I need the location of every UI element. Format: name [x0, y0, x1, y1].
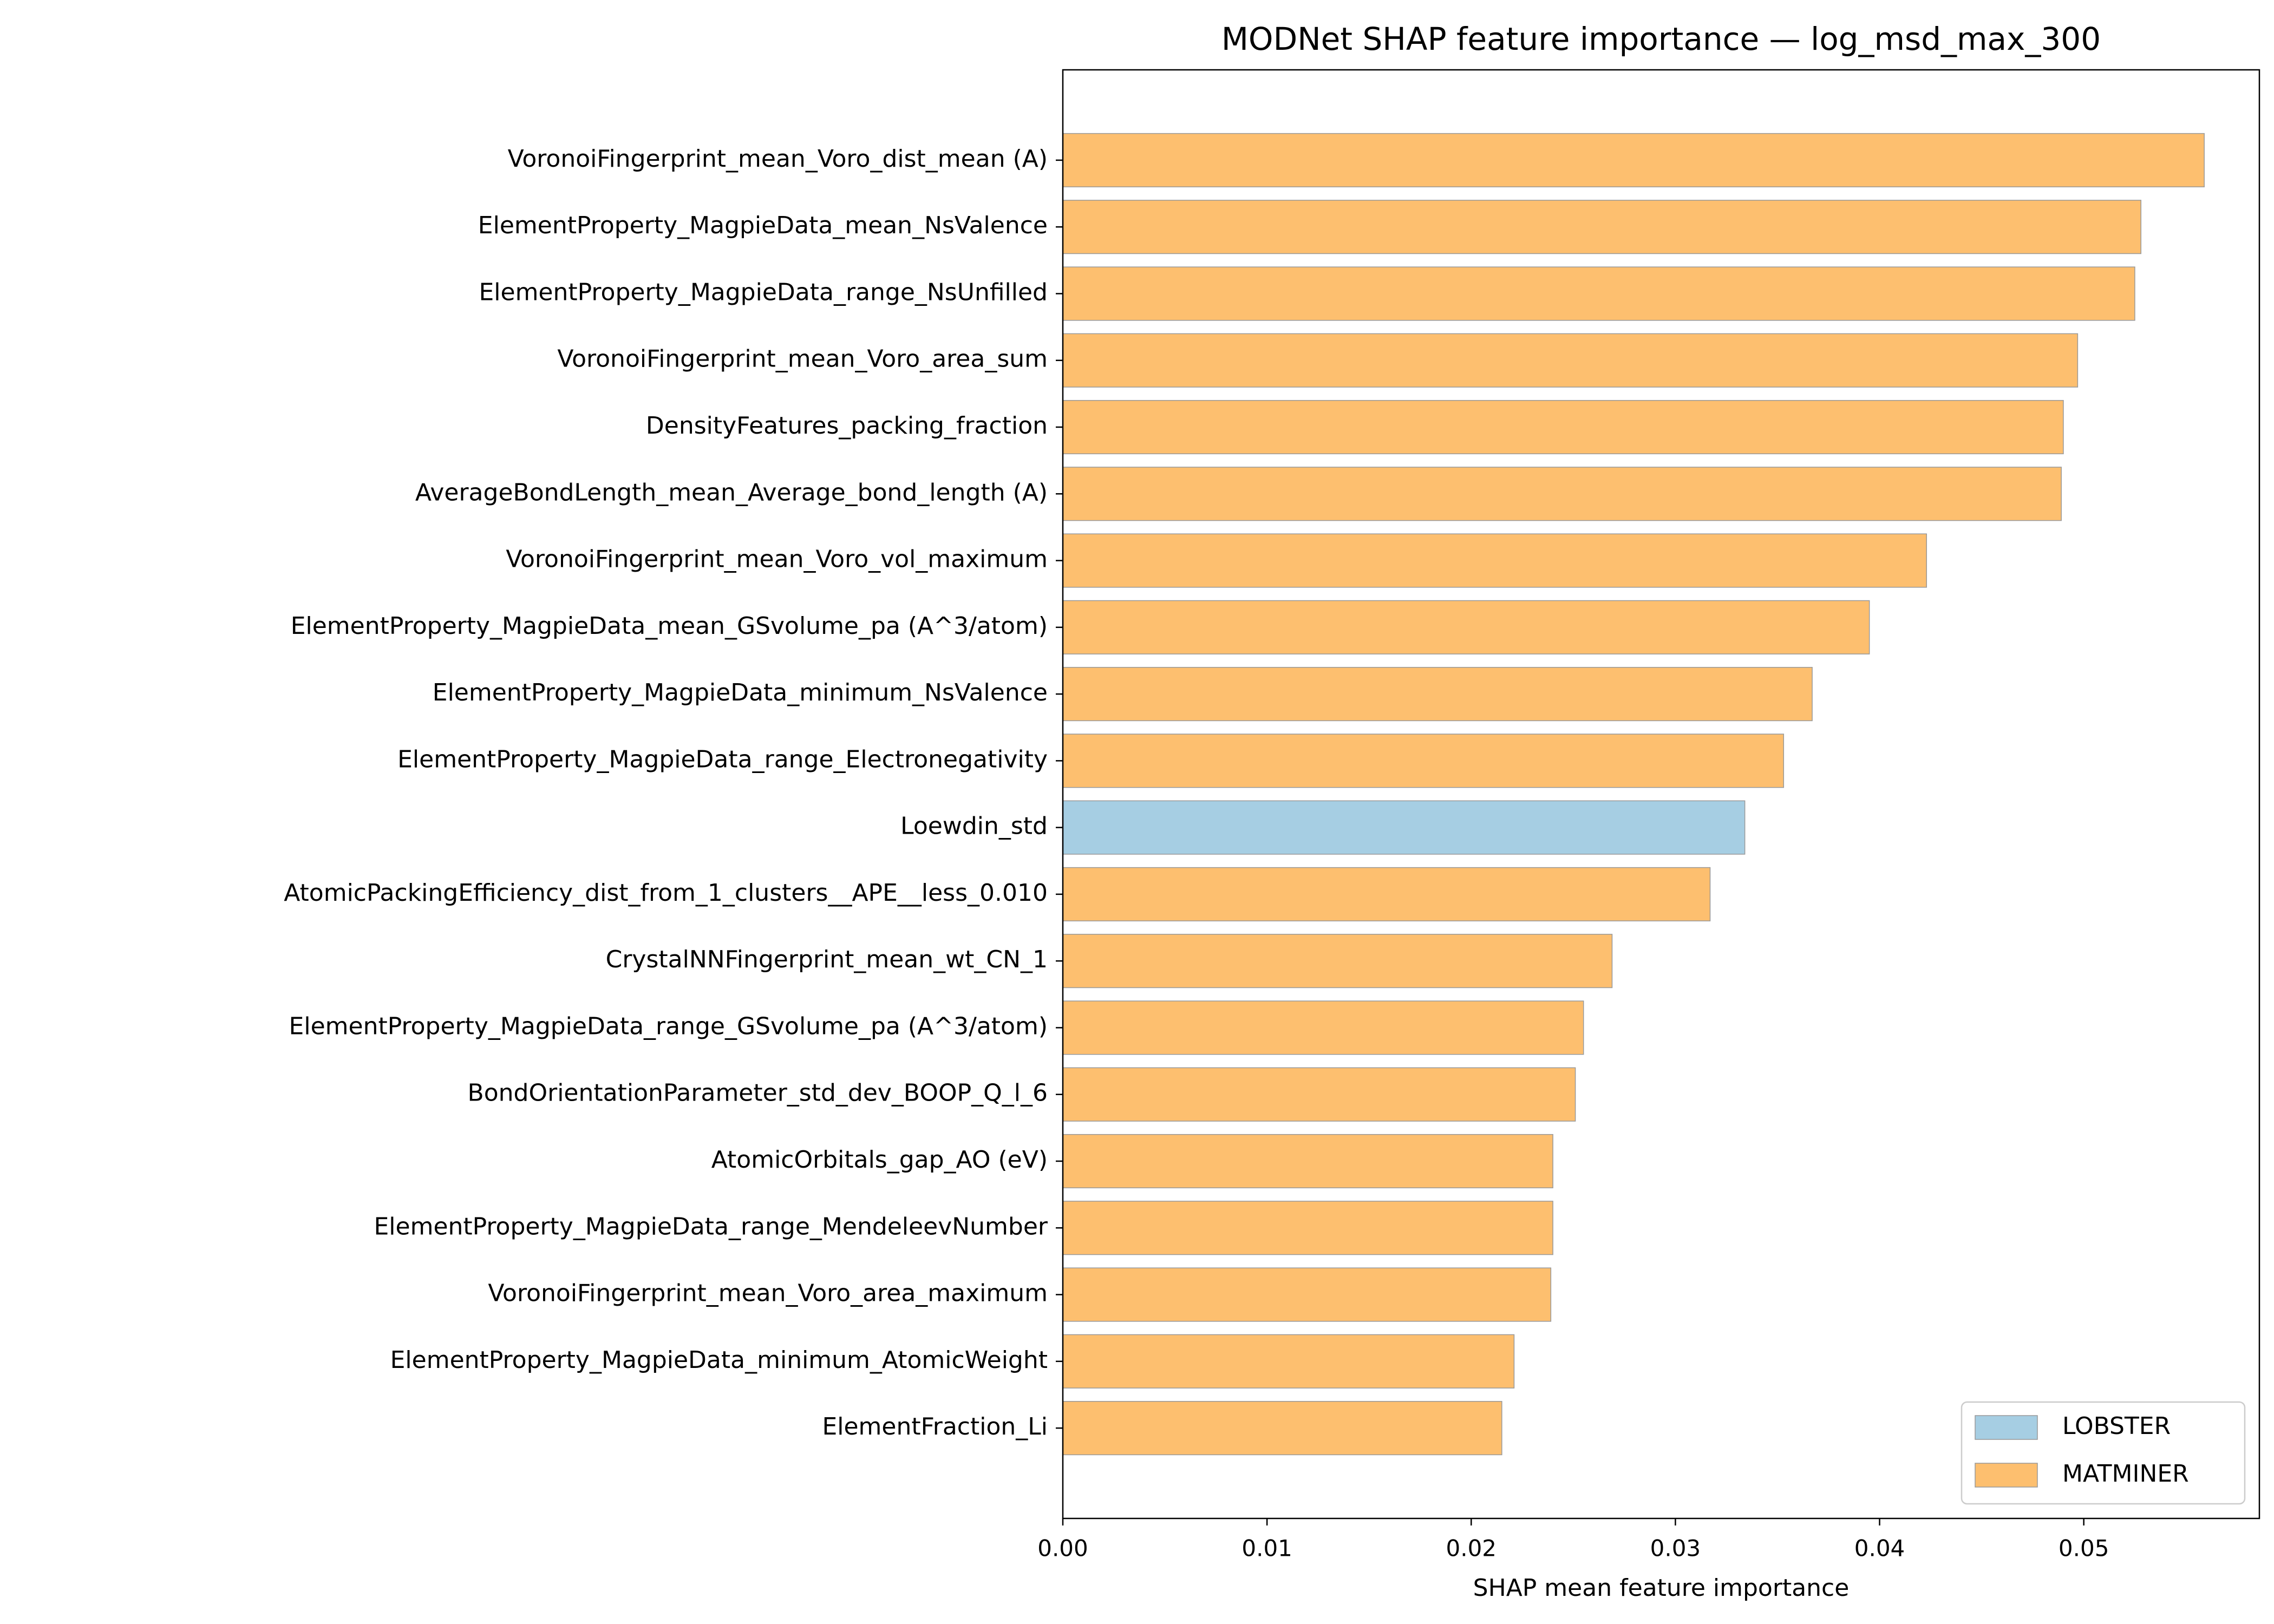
y-tick-label: ElementProperty_MagpieData_minimum_NsVal…	[433, 679, 1048, 706]
y-tick-label: ElementProperty_MagpieData_range_GSvolum…	[289, 1012, 1048, 1040]
y-tick-label: VoronoiFingerprint_mean_Voro_dist_mean (…	[508, 145, 1048, 173]
bar	[1062, 200, 2142, 254]
bar	[1062, 800, 1746, 855]
y-tick-label: ElementProperty_MagpieData_range_Electro…	[397, 745, 1048, 773]
y-tick-label: ElementProperty_MagpieData_mean_GSvolume…	[291, 612, 1048, 640]
chart-title: MODNet SHAP feature importance — log_msd…	[1221, 21, 2101, 57]
y-tick-label: ElementProperty_MagpieData_mean_NsValenc…	[478, 212, 1048, 239]
bar	[1062, 1267, 1552, 1322]
x-tick-label: 0.01	[1241, 1535, 1292, 1562]
bar	[1062, 266, 2135, 321]
y-tick-label: ElementProperty_MagpieData_range_Mendele…	[374, 1213, 1048, 1240]
bar	[1062, 333, 2079, 388]
x-tick-label: 0.00	[1037, 1535, 1088, 1562]
legend-label: LOBSTER	[2062, 1412, 2171, 1440]
y-tick-label: VoronoiFingerprint_mean_Voro_vol_maximum	[506, 546, 1048, 573]
bar	[1062, 1334, 1515, 1389]
y-tick-label: ElementProperty_MagpieData_minimum_Atomi…	[390, 1346, 1048, 1374]
y-tick-label: ElementProperty_MagpieData_range_NsUnfil…	[479, 278, 1048, 306]
legend-swatch	[1975, 1463, 2038, 1488]
bar	[1062, 934, 1613, 988]
legend-label: MATMINER	[2062, 1460, 2189, 1488]
y-tick-label: VoronoiFingerprint_mean_Voro_area_sum	[557, 345, 1048, 373]
x-tick-label: 0.03	[1650, 1535, 1701, 1562]
bar	[1062, 533, 1927, 588]
y-tick-label: AverageBondLength_mean_Average_bond_leng…	[415, 479, 1048, 506]
x-tick-label: 0.04	[1854, 1535, 1905, 1562]
x-axis-label: SHAP mean feature importance	[1473, 1574, 1850, 1602]
y-tick-label: CrystalNNFingerprint_mean_wt_CN_1	[606, 946, 1048, 973]
plot-frame	[1062, 69, 2260, 1520]
y-tick-label: VoronoiFingerprint_mean_Voro_area_maximu…	[488, 1280, 1048, 1307]
bar	[1062, 1134, 1553, 1189]
bar	[1062, 600, 1870, 654]
bar	[1062, 400, 2064, 455]
bar	[1062, 1201, 1553, 1255]
bar	[1062, 667, 1813, 722]
bar	[1062, 1401, 1502, 1456]
legend-swatch	[1975, 1415, 2038, 1440]
y-tick-label: ElementFraction_Li	[822, 1413, 1048, 1440]
y-tick-label: Loewdin_std	[900, 813, 1048, 840]
bar	[1062, 467, 2062, 521]
y-tick-label: BondOrientationParameter_std_dev_BOOP_Q_…	[468, 1079, 1048, 1107]
bar	[1062, 734, 1785, 788]
bar	[1062, 133, 2205, 187]
x-tick-label: 0.02	[1446, 1535, 1497, 1562]
y-tick-label: AtomicOrbitals_gap_AO (eV)	[711, 1146, 1048, 1174]
bar	[1062, 1067, 1576, 1122]
y-tick-label: DensityFeatures_packing_fraction	[646, 412, 1048, 440]
bar	[1062, 1000, 1584, 1055]
x-tick-label: 0.05	[2059, 1535, 2109, 1562]
y-tick-label: AtomicPackingEfficiency_dist_from_1_clus…	[284, 879, 1048, 907]
bar	[1062, 867, 1711, 921]
